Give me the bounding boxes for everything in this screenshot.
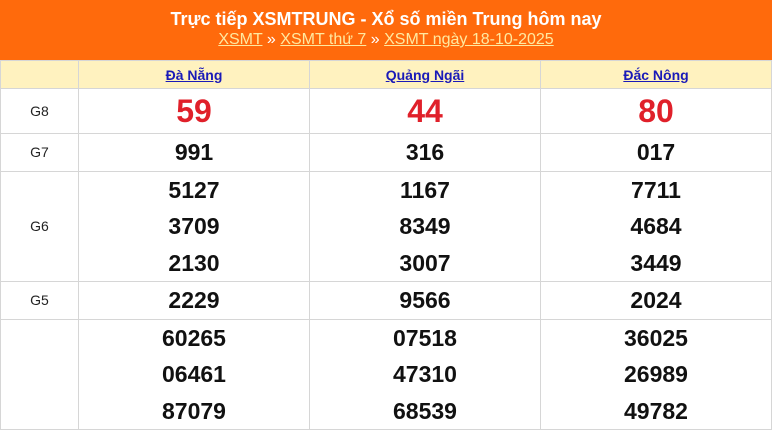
prize-number: 4684	[630, 213, 682, 239]
page-title: Trực tiếp XSMTRUNG - Xổ số miền Trung hô…	[170, 9, 602, 29]
prize-cell: 017	[540, 133, 772, 172]
prize-cell: 5127 3709 2130	[78, 170, 310, 282]
breadcrumb-xsmt[interactable]: XSMT	[218, 31, 263, 48]
prize-label	[0, 318, 79, 430]
prize-cell: 991	[78, 133, 310, 172]
prize-label: G7	[0, 133, 79, 172]
prize-number: 5127	[168, 176, 220, 203]
province-link-da-nang[interactable]: Đà Nẵng	[165, 66, 223, 83]
prize-number: 49782	[624, 397, 688, 424]
prize-row: G7 991 316 017	[0, 133, 772, 172]
breadcrumb-separator: »	[266, 31, 276, 48]
prize-row: G6 5127 3709 2130 1167 8349 3007 7711 4684 3449	[0, 170, 772, 282]
prize-row: 60265 06461 87079 07518 47310 68539 36025 26989…	[0, 318, 772, 430]
prize-number: 2024	[630, 287, 682, 313]
province-link-quang-ngai[interactable]: Quảng Ngãi	[385, 66, 465, 83]
prize-number: 44	[407, 93, 443, 129]
prize-label: G5	[0, 281, 79, 320]
province-header: Đà Nẵng	[78, 60, 310, 89]
prize-number: 3007	[399, 249, 451, 276]
prize-cell: 60265 06461 87079	[78, 318, 310, 430]
prize-cell: 36025 26989 49782	[540, 318, 772, 430]
breadcrumb-xsmt-date[interactable]: XSMT ngày 18-10-2025	[384, 31, 554, 48]
prize-row: G5 2229 9566 2024	[0, 281, 772, 320]
corner-cell	[0, 60, 79, 89]
prize-cell: 316	[309, 133, 541, 172]
prize-cell: 80	[540, 88, 772, 134]
breadcrumb-separator: »	[370, 31, 380, 48]
prize-number: 017	[636, 139, 676, 165]
prize-cell: 7711 4684 3449	[540, 170, 772, 282]
province-header: Đắc Nông	[540, 60, 772, 89]
prize-number: 07518	[393, 324, 457, 351]
breadcrumb-xsmt-thu-7[interactable]: XSMT thứ 7	[280, 31, 367, 48]
prize-number: 36025	[624, 324, 688, 351]
prize-number: 80	[638, 93, 674, 129]
breadcrumb: XSMT » XSMT thứ 7 » XSMT ngày 18-10-2025	[0, 29, 772, 51]
prize-number: 06461	[162, 361, 226, 387]
prize-label: G8	[0, 88, 79, 134]
prize-number: 2130	[168, 249, 220, 276]
prize-number: 68539	[393, 397, 457, 424]
prize-number: 3709	[168, 213, 220, 239]
prize-number: 7711	[631, 176, 681, 203]
prize-cell: 07518 47310 68539	[309, 318, 541, 430]
prize-number: 9566	[399, 287, 451, 313]
prize-number: 60265	[162, 324, 226, 351]
prize-row: G8 59 44 80	[0, 88, 772, 134]
prize-number: 59	[176, 93, 212, 129]
page-header: Trực tiếp XSMTRUNG - Xổ số miền Trung hô…	[0, 0, 772, 60]
prize-cell: 9566	[309, 281, 541, 320]
prize-cell: 2024	[540, 281, 772, 320]
prize-number: 87079	[162, 397, 226, 424]
prize-number: 2229	[168, 287, 220, 313]
province-header: Quảng Ngãi	[309, 60, 541, 89]
prize-number: 316	[405, 139, 445, 165]
province-link-dac-nong[interactable]: Đắc Nông	[623, 66, 689, 83]
prize-cell: 2229	[78, 281, 310, 320]
prize-cell: 1167 8349 3007	[309, 170, 541, 282]
prize-cell: 59	[78, 88, 310, 134]
prize-label: G6	[0, 170, 79, 282]
prize-number: 8349	[399, 213, 451, 239]
results-table: Đà Nẵng Quảng Ngãi Đắc Nông G8 59 44 80 G7 99…	[0, 60, 772, 430]
prize-number: 47310	[393, 361, 457, 387]
prize-number: 3449	[630, 249, 682, 276]
prize-number: 991	[174, 139, 214, 165]
prize-number: 1167	[400, 176, 450, 203]
prize-cell: 44	[309, 88, 541, 134]
prize-number: 26989	[624, 361, 688, 387]
